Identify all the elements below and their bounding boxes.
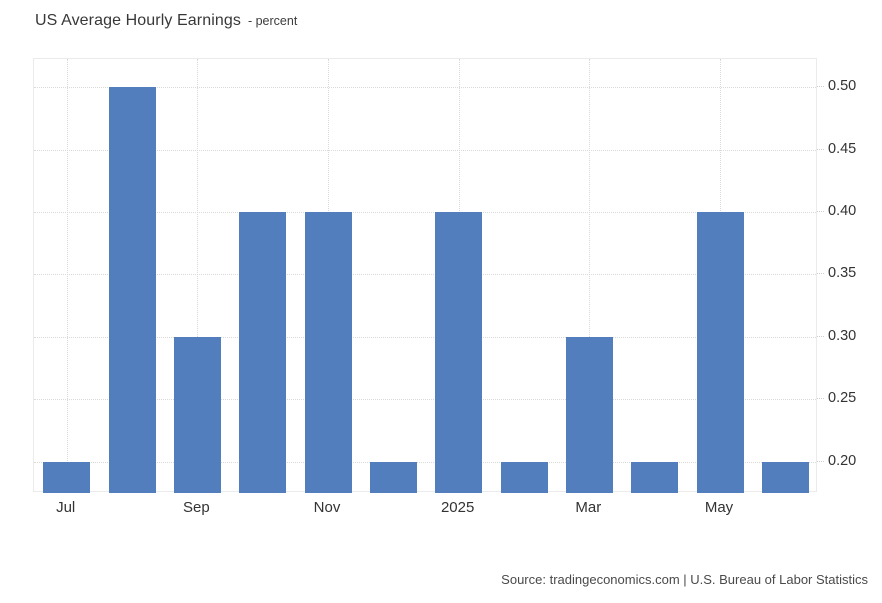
chart-header: US Average Hourly Earnings - percent <box>35 12 297 30</box>
bar[interactable] <box>435 211 483 493</box>
chart-subtitle: - percent <box>247 14 298 28</box>
bar[interactable] <box>696 211 744 493</box>
y-tick-label: 0.45 <box>828 140 857 157</box>
x-axis: Jul Sep Nov 2025 Mar May <box>33 497 817 521</box>
y-gridline <box>34 399 816 401</box>
y-tick-mark <box>817 335 824 337</box>
source-attribution: Source: tradingeconomics.com | U.S. Bure… <box>501 572 868 587</box>
x-gridline <box>589 59 591 491</box>
y-gridline <box>34 461 816 463</box>
y-tick-mark <box>817 86 824 88</box>
y-tick-label: 0.50 <box>828 78 857 95</box>
bar[interactable] <box>304 211 352 493</box>
x-tick-label: 2025 <box>440 499 475 516</box>
y-tick-label: 0.35 <box>828 265 857 282</box>
y-tick-mark <box>817 398 824 400</box>
bar[interactable] <box>369 461 417 493</box>
y-tick-mark <box>817 148 824 150</box>
y-tick-label: 0.30 <box>828 327 857 344</box>
bar[interactable] <box>761 461 809 493</box>
x-gridline <box>66 59 68 491</box>
bar[interactable] <box>43 461 91 493</box>
bar[interactable] <box>500 461 548 493</box>
y-tick-label: 0.40 <box>828 202 857 219</box>
y-tick-mark <box>817 273 824 275</box>
y-tick-label: 0.20 <box>828 452 857 469</box>
bar[interactable] <box>239 211 287 493</box>
y-tick-mark <box>817 210 824 212</box>
x-tick-label: Sep <box>182 499 210 516</box>
y-gridline <box>34 149 816 151</box>
x-tick-label: Mar <box>575 499 602 516</box>
bar[interactable] <box>108 87 156 493</box>
plot-area[interactable] <box>33 58 817 493</box>
x-tick-label: May <box>704 499 734 516</box>
x-tick-label: Nov <box>313 499 341 516</box>
bar[interactable] <box>565 336 613 493</box>
x-tick-label: Jul <box>56 499 76 516</box>
y-gridline <box>34 336 816 338</box>
y-tick-label: 0.25 <box>828 390 857 407</box>
bar[interactable] <box>631 461 679 493</box>
y-gridline <box>34 211 816 213</box>
y-axis: 0.20 0.25 0.30 0.35 0.40 0.45 0.50 <box>817 58 881 492</box>
bar[interactable] <box>173 336 221 493</box>
x-gridline <box>197 59 199 491</box>
chart-title: US Average Hourly Earnings <box>35 12 241 29</box>
y-gridline <box>34 274 816 276</box>
y-gridline <box>34 87 816 89</box>
y-tick-mark <box>817 460 824 462</box>
